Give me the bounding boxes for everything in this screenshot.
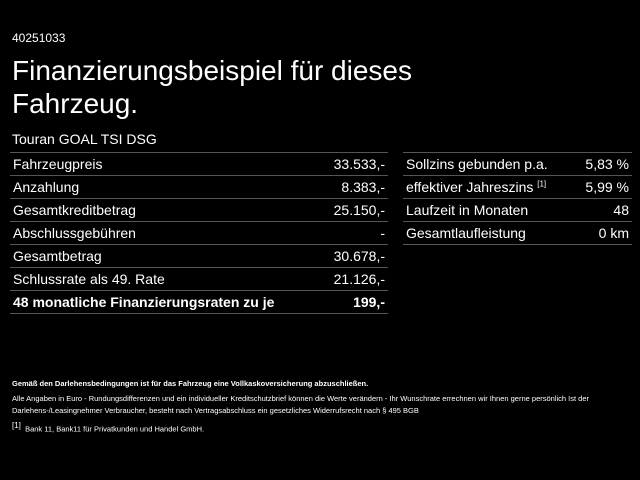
table-row: Gesamtlaufleistung 0 km	[403, 222, 632, 245]
table-row: Schlussrate als 49. Rate 21.126,-	[10, 268, 388, 291]
row-value: 21.126,-	[333, 271, 385, 287]
vehicle-name: Touran GOAL TSI DSG	[12, 131, 157, 147]
row-label: Laufzeit in Monaten	[406, 202, 529, 218]
footer: Gemäß den Darlehensbedingungen ist für d…	[12, 378, 624, 439]
row-label: 48 monatliche Finanzierungsraten zu je	[13, 294, 275, 310]
note-marker: [1]	[537, 179, 547, 189]
interest-table: Sollzins gebunden p.a. 5,83 % effektiver J…	[403, 152, 632, 245]
row-label-wrap: Sollzins gebunden p.a.	[406, 156, 548, 172]
row-label: Abschlussgebühren	[13, 225, 136, 241]
offer-id: 40251033	[12, 31, 66, 45]
row-label: Sollzins gebunden p.a.	[406, 156, 548, 172]
row-value: 8.383,-	[341, 179, 385, 195]
table-row: 48 monatliche Finanzierungsraten zu je 19…	[10, 291, 388, 314]
table-row: Gesamtbetrag 30.678,-	[10, 245, 388, 268]
table-row: Abschlussgebühren -	[10, 222, 388, 245]
row-value: 199,-	[353, 294, 385, 310]
row-value: 5,99 %	[585, 179, 629, 195]
row-value: 48	[613, 202, 629, 218]
row-label: Anzahlung	[13, 179, 80, 195]
table-row: Sollzins gebunden p.a. 5,83 %	[403, 153, 632, 176]
row-label: Fahrzeugpreis	[13, 156, 103, 172]
row-label: Gesamtkreditbetrag	[13, 202, 136, 218]
row-value: 25.150,-	[333, 202, 385, 218]
row-value: 33.533,-	[333, 156, 385, 172]
title: Finanzierungsbeispiel für dieses Fahrzeu…	[12, 55, 412, 119]
row-value: 5,83 %	[585, 156, 629, 172]
row-label-wrap: Gesamtlaufleistung	[406, 225, 526, 241]
row-label-wrap: effektiver Jahreszins [1]	[406, 179, 546, 195]
row-label-wrap: Laufzeit in Monaten	[406, 202, 528, 218]
row-label: Gesamtbetrag	[13, 248, 102, 264]
table-row: Gesamtkreditbetrag 25.150,-	[10, 199, 388, 222]
footnote-text: Bank 11, Bank11 für Privatkunden und Han…	[25, 424, 205, 434]
row-label: Gesamtlaufleistung	[406, 225, 526, 241]
footnote-marker: [1]	[12, 421, 21, 430]
row-value: -	[380, 225, 385, 241]
table-row: Anzahlung 8.383,-	[10, 176, 388, 199]
row-value: 0 km	[598, 225, 629, 241]
footnote: [1] Bank 11, Bank11 für Privatkunden und…	[12, 420, 624, 436]
table-row: Fahrzeugpreis 33.533,-	[10, 153, 388, 176]
row-label: effektiver Jahreszins	[406, 179, 534, 195]
table-row: effektiver Jahreszins [1] 5,99 %	[403, 176, 632, 199]
table-row: Laufzeit in Monaten 48	[403, 199, 632, 222]
financing-table: Fahrzeugpreis 33.533,- Anzahlung 8.383,- Ges…	[10, 152, 388, 314]
row-label: Schlussrate als 49. Rate	[13, 271, 165, 287]
row-value: 30.678,-	[333, 248, 385, 264]
disclaimer: Alle Angaben in Euro - Rundungsdifferenz…	[12, 394, 590, 415]
insurance-note: Gemäß den Darlehensbedingungen ist für d…	[12, 379, 369, 388]
